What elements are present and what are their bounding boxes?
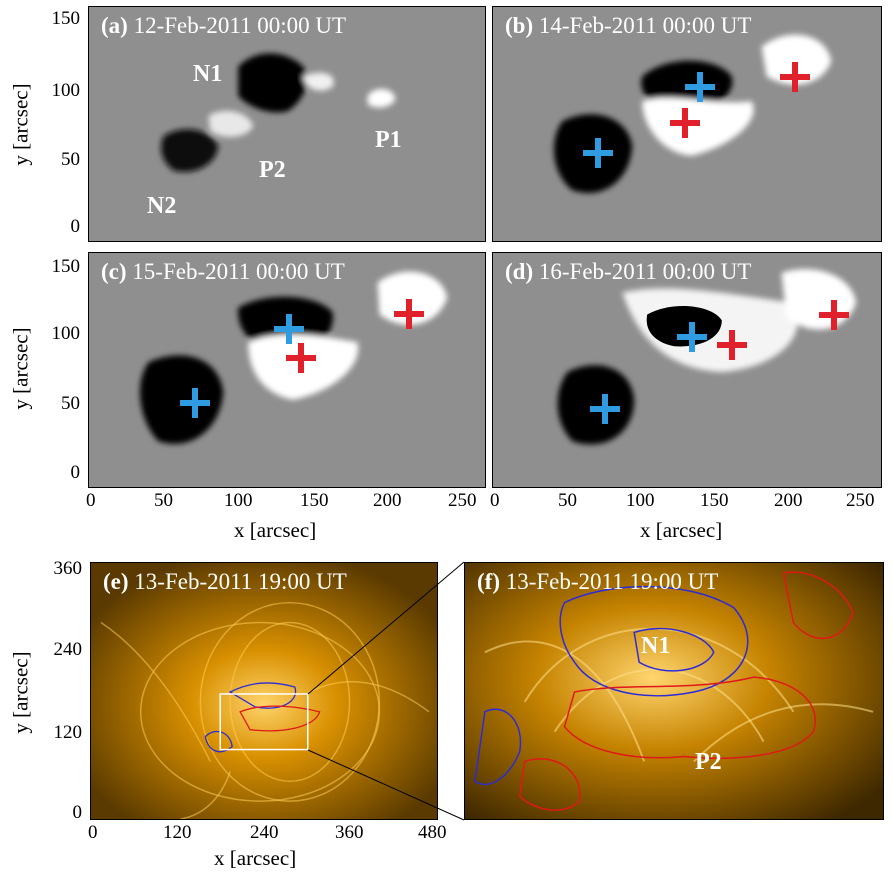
ylabel-e: y [arcsec] (8, 651, 33, 734)
ytick-c-50: 50 (61, 393, 80, 414)
panel-d: (d) 16-Feb-2011 00:00 UT (492, 252, 882, 488)
label-n2: N2 (147, 193, 177, 219)
xlabel-e: x [arcsec] (214, 846, 297, 870)
ytick-c-100: 100 (51, 323, 81, 344)
panel-b-label: (b) 14-Feb-2011 00:00 UT (505, 13, 752, 38)
panel-a: (a) 12-Feb-2011 00:00 UT N1 P1 P2 N2 (88, 6, 486, 242)
panel-b: (b) 14-Feb-2011 00:00 UT (492, 6, 882, 242)
magnetogram-a (161, 53, 396, 172)
xtick-e-120: 120 (163, 822, 192, 843)
panel-d-label: (d) 16-Feb-2011 00:00 UT (505, 259, 752, 284)
panel-c-label: (c) 15-Feb-2011 00:00 UT (101, 259, 345, 284)
magnetogram-d (557, 269, 857, 445)
xtick-c-250: 250 (448, 490, 477, 511)
xtick-d-50: 50 (558, 490, 577, 511)
xtick-e-240: 240 (250, 822, 279, 843)
label-p1: P1 (375, 127, 402, 153)
ytick-c-150: 150 (51, 256, 81, 277)
ytick-a-100: 100 (51, 80, 81, 101)
label-n1-f: N1 (641, 633, 671, 659)
label-p2: P2 (259, 157, 286, 183)
xtick-d-250: 250 (846, 490, 875, 511)
panel-a-label: (a) 12-Feb-2011 00:00 UT (101, 13, 347, 38)
ytick-a-50: 50 (61, 149, 80, 170)
xtick-c-100: 100 (224, 490, 253, 511)
label-n1: N1 (193, 61, 223, 87)
zoom-box (219, 693, 309, 751)
ylabel-row1: y [arcsec] (8, 83, 33, 166)
contours-f (474, 571, 854, 811)
aia-image-f (465, 563, 883, 819)
panel-c: (c) 15-Feb-2011 00:00 UT (88, 252, 486, 488)
ytick-e-240: 240 (53, 639, 83, 660)
xtick-d-100: 100 (626, 490, 655, 511)
panel-e-label: (e) 13-Feb-2011 19:00 UT (103, 569, 347, 594)
xtick-c-150: 150 (300, 490, 329, 511)
ytick-a-0: 0 (70, 216, 81, 237)
ylabel-row2: y [arcsec] (8, 327, 33, 410)
ytick-e-120: 120 (53, 722, 83, 743)
label-p2-f: P2 (695, 749, 722, 775)
xlabel-d: x [arcsec] (640, 518, 723, 542)
ytick-e-0: 0 (72, 802, 83, 823)
xtick-c-50: 50 (154, 490, 173, 511)
panel-f-label: (f) 13-Feb-2011 19:00 UT (477, 569, 719, 594)
panel-f: (f) 13-Feb-2011 19:00 UT N1 P2 (464, 562, 884, 820)
magnetogram-c (140, 271, 448, 444)
ytick-a-150: 150 (51, 8, 81, 29)
magnetogram-b (553, 34, 832, 193)
xtick-e-0: 0 (88, 822, 98, 843)
aia-image-e (91, 563, 437, 819)
xtick-e-480: 480 (418, 822, 447, 843)
ytick-c-0: 0 (70, 462, 81, 483)
contours-e (204, 682, 321, 753)
xlabel-c: x [arcsec] (234, 518, 317, 542)
xtick-d-200: 200 (774, 490, 803, 511)
xtick-d-150: 150 (700, 490, 729, 511)
panel-e: (e) 13-Feb-2011 19:00 UT (90, 562, 438, 820)
ytick-e-360: 360 (53, 558, 83, 579)
xtick-c-0: 0 (86, 490, 96, 511)
xtick-d-0: 0 (490, 490, 500, 511)
xtick-e-360: 360 (335, 822, 364, 843)
xtick-c-200: 200 (373, 490, 402, 511)
